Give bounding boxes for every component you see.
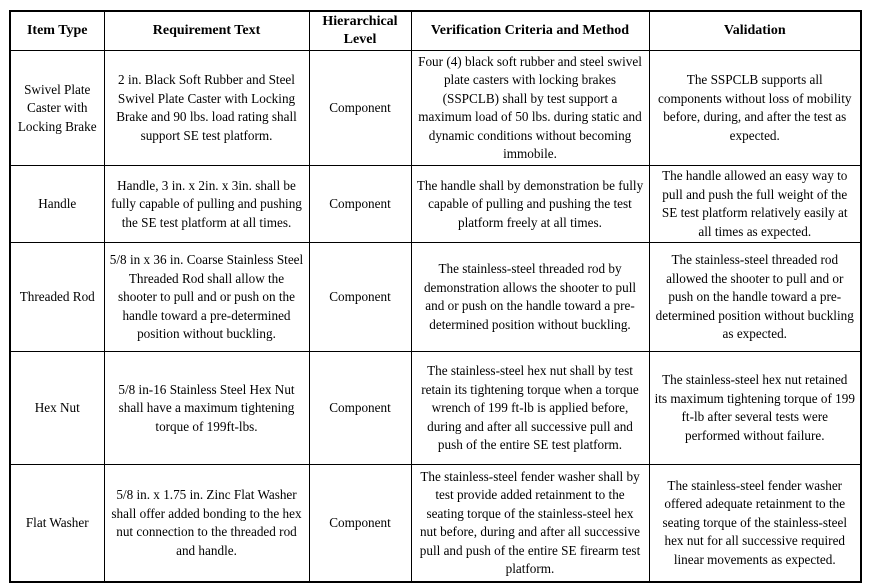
header-validation: Validation [648, 10, 862, 52]
cell-validation: The stainless-steel threaded rod allowed… [648, 242, 862, 353]
cell-level: Component [308, 242, 412, 353]
cell-item-type: Hex Nut [9, 351, 105, 466]
table-header-row: Item Type Requirement Text Hierarchical … [9, 10, 862, 52]
cell-item-type: Threaded Rod [9, 242, 105, 353]
table-row-hex-nut: Hex Nut 5/8 in-16 Stainless Steel Hex Nu… [9, 351, 862, 466]
cell-validation: The stainless-steel hex nut retained its… [648, 351, 862, 466]
cell-validation: The SSPCLB supports all components witho… [648, 50, 862, 167]
table-row-swivel-plate-caster: Swivel Plate Caster with Locking Brake 2… [9, 50, 862, 167]
header-requirement-text: Requirement Text [103, 10, 310, 52]
cell-level: Component [308, 464, 412, 583]
cell-requirement: 5/8 in. x 1.75 in. Zinc Flat Washer shal… [103, 464, 310, 583]
header-verification-criteria: Verification Criteria and Method [410, 10, 650, 52]
cell-requirement: Handle, 3 in. x 2in. x 3in. shall be ful… [103, 165, 310, 244]
header-hierarchical-level: Hierarchical Level [308, 10, 412, 52]
cell-level: Component [308, 50, 412, 167]
cell-item-type: Flat Washer [9, 464, 105, 583]
cell-verification: The handle shall by demonstration be ful… [410, 165, 650, 244]
cell-requirement: 2 in. Black Soft Rubber and Steel Swivel… [103, 50, 310, 167]
table-row-flat-washer: Flat Washer 5/8 in. x 1.75 in. Zinc Flat… [9, 464, 862, 583]
cell-item-type: Swivel Plate Caster with Locking Brake [9, 50, 105, 167]
cell-requirement: 5/8 in-16 Stainless Steel Hex Nut shall … [103, 351, 310, 466]
header-item-type: Item Type [9, 10, 105, 52]
table-row-threaded-rod: Threaded Rod 5/8 in x 36 in. Coarse Stai… [9, 242, 862, 353]
table-row-handle: Handle Handle, 3 in. x 2in. x 3in. shall… [9, 165, 862, 244]
cell-verification: The stainless-steel hex nut shall by tes… [410, 351, 650, 466]
cell-validation: The handle allowed an easy way to pull a… [648, 165, 862, 244]
cell-requirement: 5/8 in x 36 in. Coarse Stainless Steel T… [103, 242, 310, 353]
cell-verification: The stainless-steel threaded rod by demo… [410, 242, 650, 353]
cell-level: Component [308, 165, 412, 244]
cell-level: Component [308, 351, 412, 466]
cell-validation: The stainless-steel fender washer offere… [648, 464, 862, 583]
cell-item-type: Handle [9, 165, 105, 244]
cell-verification: The stainless-steel fender washer shall … [410, 464, 650, 583]
verification-validation-table: Item Type Requirement Text Hierarchical … [9, 10, 862, 583]
cell-verification: Four (4) black soft rubber and steel swi… [410, 50, 650, 167]
